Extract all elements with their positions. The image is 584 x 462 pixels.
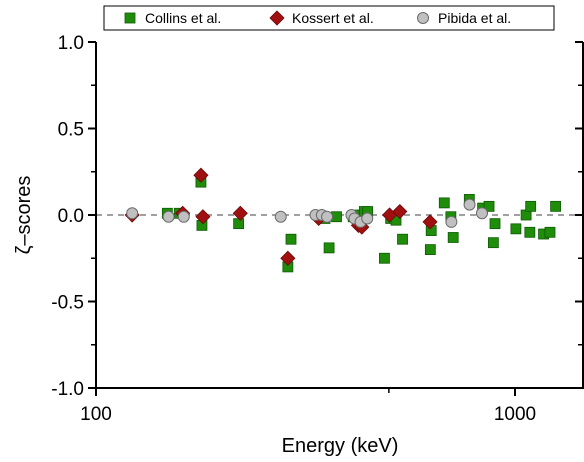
circle-point (321, 210, 334, 223)
legend-label: Collins et al. (145, 10, 221, 26)
square-point (510, 223, 522, 235)
square-point (447, 232, 459, 243)
square-point (489, 218, 501, 230)
square-point (550, 200, 562, 212)
legend-square-marker (124, 12, 136, 24)
legend-label: Kossert et al. (292, 10, 374, 26)
diamond-point (193, 167, 209, 183)
y-axis-label: ζ–scores (13, 176, 35, 255)
x-tick-label: 100 (80, 404, 112, 425)
square-point (323, 242, 335, 254)
square-point (487, 237, 499, 249)
diamond-point (422, 214, 438, 230)
diamond-point (392, 203, 408, 220)
square-point (424, 244, 436, 256)
y-tick-label: 1.0 (58, 33, 84, 54)
circle-point (361, 212, 374, 225)
square-point (544, 226, 556, 238)
circle-point (475, 207, 488, 220)
legend: Collins et al. Kossert et al. Pibida et al… (103, 5, 555, 31)
legend-item: Collins et al. (124, 10, 221, 26)
square-point (397, 233, 408, 245)
legend-diamond-marker (269, 10, 285, 26)
x-axis-label: Energy (keV) (282, 435, 399, 457)
square-point (483, 200, 495, 212)
legend-item: Kossert et al. (269, 10, 374, 26)
circle-point (162, 210, 175, 223)
circle-point (463, 198, 476, 211)
square-point (438, 197, 450, 209)
plot-area: -1.0 -0.5 0.0 0.5 1.0 100 1000 (51, 33, 584, 425)
square-point (379, 252, 390, 264)
square-point (524, 226, 536, 238)
y-tick-label: -1.0 (51, 379, 84, 400)
legend-box (103, 5, 555, 31)
x-tick-label: 1000 (494, 404, 536, 425)
square-point (233, 218, 245, 230)
diamond-point (232, 205, 248, 221)
series-pibida-et-al (126, 198, 488, 228)
square-point (285, 233, 297, 245)
circle-point (445, 215, 458, 228)
circle-point (177, 210, 190, 223)
y-tick-label: -0.5 (51, 293, 84, 314)
y-tick-label: 0.0 (58, 206, 84, 227)
axis-ticks: -1.0 -0.5 0.0 0.5 1.0 100 1000 (51, 33, 583, 425)
y-tick-label: 0.5 (58, 120, 84, 141)
square-point (525, 200, 537, 212)
legend-label: Pibida et al. (438, 10, 511, 26)
circle-point (126, 207, 139, 220)
circle-point (274, 210, 287, 223)
data-points (124, 167, 562, 273)
diamond-point (195, 209, 211, 225)
legend-item: Pibida et al. (417, 10, 511, 26)
legend-circle-marker (417, 12, 429, 24)
diamond-point (280, 250, 296, 266)
